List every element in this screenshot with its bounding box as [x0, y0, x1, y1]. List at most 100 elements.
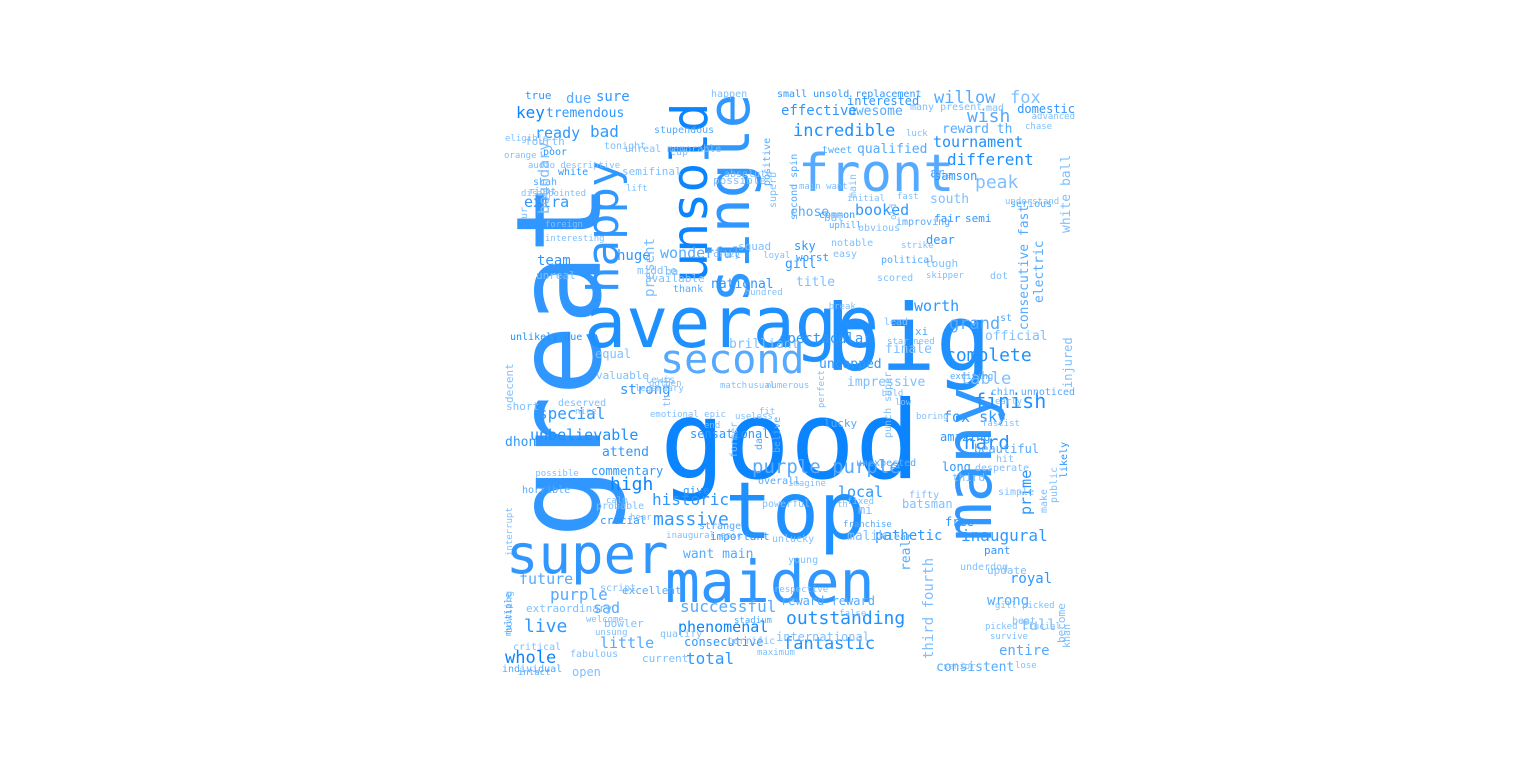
cloud-word: fabulous — [570, 650, 618, 660]
cloud-word: star — [887, 338, 909, 347]
cloud-word: dhoni — [505, 436, 544, 449]
cloud-word: fascist — [982, 420, 1020, 429]
cloud-word: absolute — [724, 170, 772, 180]
cloud-word: real — [900, 540, 913, 571]
cloud-word: disappointed — [521, 190, 586, 199]
cloud-word: thank — [673, 285, 703, 295]
cloud-word: electric — [1033, 240, 1046, 303]
cloud-word: fast — [897, 193, 919, 202]
cloud-word: unlikely due — [510, 333, 582, 343]
cloud-word: dot — [990, 272, 1008, 282]
cloud-word: overall — [758, 477, 800, 487]
cloud-word: live — [524, 618, 567, 636]
cloud-word: foreign — [545, 221, 583, 230]
cloud-word: young — [788, 556, 818, 566]
cloud-word: tournament — [933, 135, 1023, 150]
cloud-word: peak — [975, 174, 1018, 192]
cloud-word: happen — [711, 90, 747, 100]
cloud-word: loyal — [763, 252, 790, 261]
cloud-word: bat — [824, 212, 844, 223]
cloud-word: end — [704, 422, 720, 431]
cloud-word: belive — [773, 417, 783, 453]
cloud-word: current — [642, 653, 688, 664]
cloud-word: title — [796, 276, 835, 289]
word-cloud: good great big average top maiden many super fro… — [500, 88, 1075, 678]
cloud-word: south — [930, 193, 969, 206]
cloud-word: unsung — [595, 629, 628, 638]
cloud-word: early — [995, 398, 1022, 407]
cloud-word: emotional epic — [650, 411, 726, 420]
cloud-word: injured — [1062, 337, 1074, 388]
cloud-word: official — [985, 330, 1048, 343]
cloud-word: horrible — [522, 486, 570, 496]
cloud-word: open — [572, 666, 601, 678]
cloud-word: inaugural epic — [666, 532, 742, 541]
cloud-word: lucky — [824, 418, 857, 429]
cloud-word: complete — [945, 347, 1032, 365]
cloud-word: spectacular — [779, 332, 872, 346]
cloud-word: ar — [930, 167, 944, 179]
cloud-word: unreal memorable — [625, 145, 721, 155]
cloud-word: possible — [535, 470, 578, 479]
cloud-word: due — [566, 92, 591, 106]
cloud-word: nice — [575, 408, 597, 417]
cloud-word: old — [890, 204, 899, 220]
cloud-word: stupendous — [654, 126, 714, 136]
cloud-word: effective — [781, 104, 857, 118]
cloud-word: audio descriptive — [528, 162, 620, 171]
cloud-word: fifty — [909, 491, 939, 501]
cloud-word: inaugural — [961, 528, 1048, 544]
cloud-word: script — [600, 584, 636, 594]
cloud-word: semifinal — [622, 166, 682, 177]
cloud-word: political — [881, 256, 935, 266]
cloud-word: need — [913, 338, 935, 347]
cloud-word: interesting — [545, 235, 605, 244]
cloud-word: punch super — [884, 372, 894, 438]
cloud-word: true — [525, 90, 552, 101]
cloud-word: different — [947, 152, 1034, 168]
cloud-word: terrific — [727, 637, 775, 647]
cloud-word: scored — [877, 274, 913, 284]
cloud-word: maximum — [757, 649, 795, 658]
cloud-word: low — [895, 399, 911, 408]
cloud-word: tremendous — [546, 107, 624, 120]
cloud-word: pant — [984, 545, 1011, 556]
cloud-word: third fourth — [922, 558, 936, 659]
cloud-word: advanced — [1032, 113, 1075, 122]
cloud-word: qualified — [857, 143, 927, 156]
cloud-word: booked — [855, 203, 909, 218]
cloud-word: deserved — [558, 399, 606, 409]
cloud-word: want main — [683, 548, 753, 561]
cloud-word: free — [945, 516, 974, 528]
cloud-word: uncapped — [819, 358, 882, 371]
cloud-word: th — [837, 501, 848, 510]
cloud-word: da — [755, 438, 765, 450]
cloud-word: easy — [833, 250, 857, 260]
cloud-word: break — [829, 303, 856, 312]
cloud-word: ur — [520, 207, 530, 219]
cloud-word: franchise — [843, 521, 892, 530]
cloud-word: bold — [882, 390, 904, 399]
cloud-word: notable — [831, 239, 873, 249]
cloud-word: th th — [663, 377, 673, 407]
cloud-word: exciting — [950, 373, 993, 382]
cloud-word: simple — [998, 488, 1034, 498]
cloud-word: serious — [1010, 200, 1052, 210]
cloud-word: xi — [915, 326, 928, 337]
cloud-word: eligible — [505, 135, 548, 144]
cloud-word: false — [839, 610, 866, 619]
cloud-word: picked crucial — [985, 623, 1061, 632]
cloud-word: public — [1050, 467, 1060, 503]
cloud-word: commentary — [591, 465, 663, 477]
cloud-word: critical — [513, 643, 561, 653]
cloud-word: luck — [906, 130, 928, 139]
cloud-word: reward th — [942, 123, 1012, 136]
cloud-word: fit — [759, 408, 775, 417]
cloud-word: na — [665, 266, 678, 277]
cloud-word: semi — [965, 213, 992, 224]
cloud-word: many present — [910, 103, 982, 113]
cloud-word: unbelievable — [530, 428, 638, 443]
cloud-word: boring — [916, 413, 949, 422]
cloud-word: tweet — [822, 146, 852, 156]
cloud-word: multiple — [505, 593, 514, 636]
